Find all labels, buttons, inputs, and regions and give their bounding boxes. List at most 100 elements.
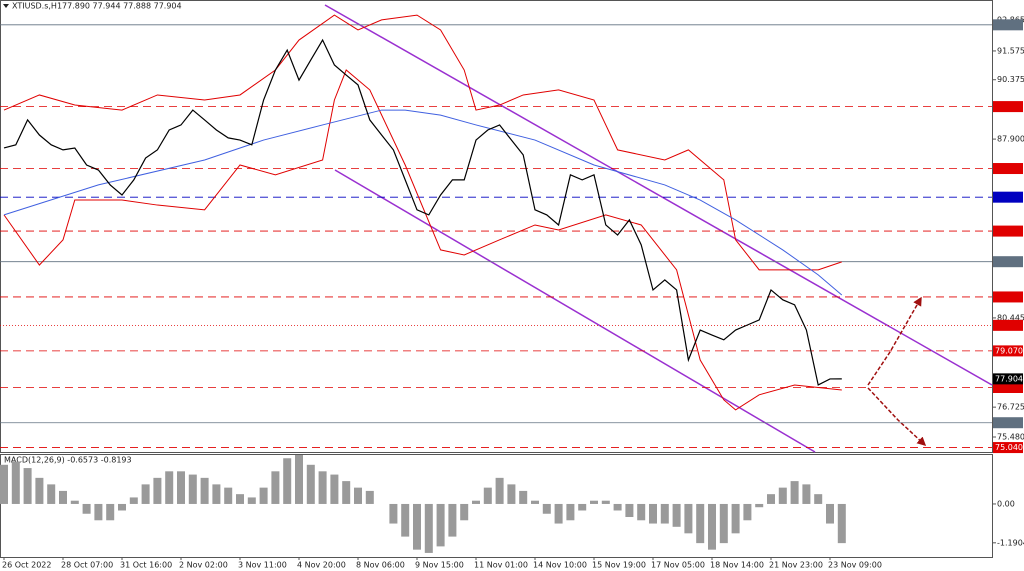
- macd-bar: [118, 503, 126, 511]
- macd-bar: [11, 461, 20, 504]
- x-tick-label: 18 Nov 14:00: [710, 561, 764, 570]
- y-tick-label: 0.00: [997, 499, 1015, 508]
- macd-bar: [731, 503, 740, 534]
- level-label-box: [993, 417, 1023, 429]
- y-tick-label: 90.375: [997, 75, 1024, 84]
- macd-bar: [283, 458, 292, 504]
- band-line: [3, 14, 842, 271]
- macd-bar: [188, 474, 197, 504]
- x-tick-label: 2 Nov 02:00: [179, 561, 228, 570]
- level-label-box: [993, 442, 1023, 454]
- macd-bar: [802, 484, 811, 504]
- macd-bar: [424, 503, 433, 553]
- macd-bar: [637, 503, 646, 521]
- x-tick-label: 8 Nov 06:00: [356, 561, 405, 570]
- macd-bar: [542, 503, 551, 514]
- macd-bar: [413, 503, 421, 550]
- macd-bar: [814, 494, 823, 504]
- macd-bar: [531, 500, 539, 504]
- x-tick-label: 11 Nov 01:00: [474, 561, 528, 570]
- x-tick-label: 17 Nov 05:00: [651, 561, 705, 570]
- macd-bar: [826, 503, 834, 524]
- macd-bar: [0, 464, 8, 504]
- macd-bar: [625, 503, 634, 518]
- level-label-box: [993, 345, 1023, 357]
- macd-bar: [212, 484, 221, 504]
- macd-bar: [743, 503, 752, 521]
- macd-bar: [708, 503, 716, 550]
- macd-bar: [790, 481, 799, 504]
- menu-icon: [3, 4, 9, 8]
- macd-bar: [47, 484, 56, 504]
- current-price-label: 77.904: [995, 374, 1023, 383]
- macd-bar: [755, 503, 764, 508]
- level-label-box: [993, 19, 1023, 31]
- macd-bar: [295, 455, 303, 504]
- macd-bar: [318, 471, 327, 504]
- macd-bar: [35, 477, 44, 504]
- arrow-up: [867, 296, 922, 386]
- macd-bar: [306, 464, 315, 504]
- macd-bar: [177, 471, 185, 504]
- level-label-box: [993, 225, 1023, 237]
- macd-bar: [507, 484, 516, 504]
- macd-bar: [23, 468, 32, 504]
- macd-bar: [365, 490, 374, 504]
- level-label-box: [993, 163, 1023, 175]
- level-label-box: [993, 291, 1023, 303]
- macd-bar: [590, 500, 598, 504]
- macd-bar: [165, 471, 174, 504]
- x-tick-label: 21 Nov 23:00: [769, 561, 823, 570]
- macd-bar: [200, 477, 209, 504]
- macd-bar: [153, 477, 162, 504]
- macd-bar: [519, 490, 528, 504]
- macd-bar: [613, 503, 622, 511]
- y-tick-label: 80.445: [997, 313, 1024, 322]
- macd-bar: [94, 503, 103, 521]
- level-label-box: [993, 191, 1023, 203]
- chart-title: XTIUSD.s,H1: [12, 2, 62, 11]
- macd-bar: [342, 481, 351, 504]
- band-line: [3, 109, 843, 296]
- x-tick-label: 4 Nov 20:00: [297, 561, 346, 570]
- y-tick-label: 91.575: [997, 46, 1024, 55]
- x-tick-label: 9 Nov 15:00: [415, 561, 464, 570]
- macd-bar: [483, 487, 492, 504]
- macd-bar: [837, 503, 846, 544]
- level-label-box: [993, 319, 1023, 331]
- level-label: 75.040: [995, 443, 1023, 452]
- x-tick-label: 23 Nov 09:00: [828, 561, 882, 570]
- macd-bar: [436, 503, 445, 547]
- macd-bar: [566, 503, 575, 521]
- macd-bar: [778, 487, 787, 504]
- price-panel: [0, 0, 993, 453]
- x-tick-label: 3 Nov 11:00: [238, 561, 287, 570]
- macd-bar: [247, 497, 256, 504]
- macd-bar: [271, 471, 280, 504]
- macd-bar: [660, 503, 669, 524]
- level-label: 79.070: [995, 346, 1023, 355]
- macd-bar: [141, 484, 150, 504]
- y-tick-label: 75.480: [997, 433, 1024, 442]
- macd-bar: [767, 494, 775, 504]
- price-line: [3, 38, 842, 386]
- macd-bar: [59, 490, 67, 504]
- macd-bar: [401, 503, 410, 537]
- macd-bar: [70, 500, 79, 504]
- macd-bar: [472, 500, 480, 504]
- macd-bar: [460, 503, 469, 521]
- macd-bar: [719, 503, 728, 544]
- level-label-box: [993, 101, 1023, 113]
- macd-bar: [106, 503, 115, 521]
- macd-bar: [236, 494, 244, 504]
- band-line: [3, 69, 842, 411]
- macd-bar: [495, 477, 504, 504]
- channel-lower: [334, 169, 816, 453]
- macd-bar: [578, 503, 587, 511]
- macd-bar: [354, 487, 362, 504]
- macd-bar: [224, 487, 233, 504]
- macd-bar: [554, 503, 563, 524]
- y-tick-label: 87.900: [997, 135, 1024, 144]
- x-tick-label: 14 Nov 10:00: [533, 561, 587, 570]
- macd-bar: [259, 487, 268, 504]
